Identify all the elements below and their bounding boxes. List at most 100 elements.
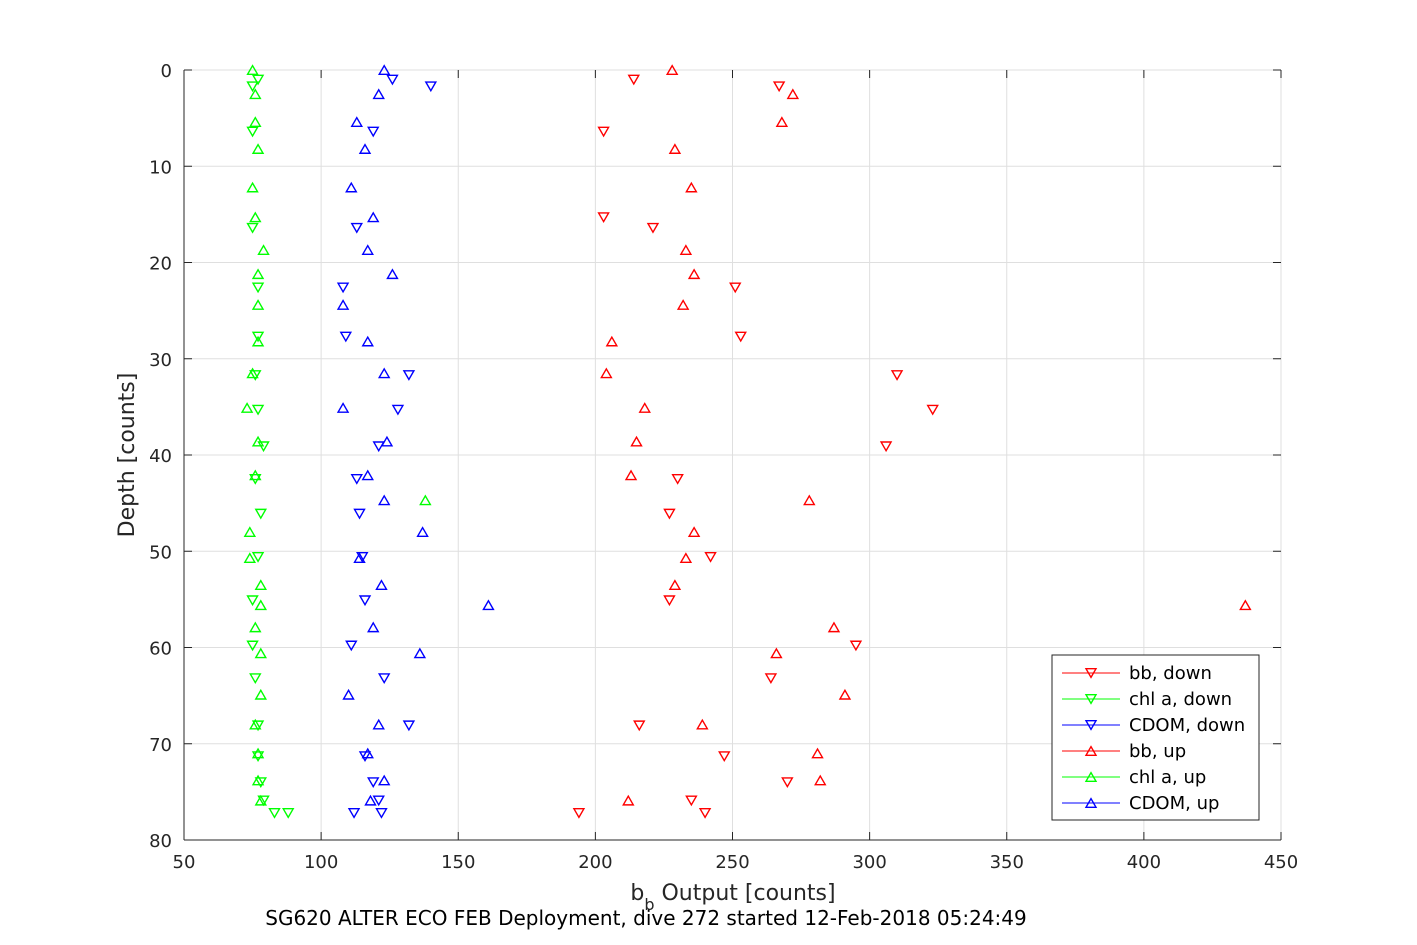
data-point: [339, 331, 353, 343]
legend-label: CDOM, down: [1129, 715, 1245, 736]
data-point: [246, 126, 259, 138]
x-axis-label-rest: Output [counts]: [655, 881, 836, 906]
data-point: [597, 212, 610, 223]
x-tick-label: 400: [1127, 852, 1161, 873]
data-point: [646, 222, 660, 234]
data-point: [687, 268, 701, 280]
data-point: [704, 551, 717, 563]
data-point: [254, 794, 268, 806]
data-point: [377, 673, 391, 685]
data-point: [356, 551, 369, 563]
data-point: [770, 647, 783, 659]
data-point: [671, 474, 684, 485]
data-point: [249, 469, 262, 481]
x-tick-label: 150: [441, 852, 475, 873]
data-point: [268, 808, 281, 819]
data-point: [687, 526, 701, 538]
y-tick-label: 0: [161, 61, 172, 82]
legend-marker: [1084, 797, 1098, 809]
data-point: [367, 777, 380, 788]
y-tick-label: 50: [149, 542, 172, 563]
data-point: [803, 494, 816, 506]
data-point: [624, 469, 638, 481]
data-point: [251, 335, 265, 347]
data-point: [781, 777, 794, 788]
data-point: [572, 808, 586, 819]
y-tick-label: 80: [149, 831, 172, 852]
data-point: [251, 551, 265, 563]
data-point: [249, 370, 262, 381]
data-point: [386, 268, 399, 280]
data-marks: [240, 64, 1252, 819]
data-point: [254, 579, 268, 590]
legend-marker: [1084, 771, 1098, 783]
y-tick-label: 10: [149, 157, 172, 178]
data-point: [633, 720, 646, 732]
y-tick-label: 60: [149, 639, 172, 660]
data-point: [254, 647, 268, 659]
data-point: [254, 688, 268, 700]
data-point: [775, 116, 789, 128]
data-point: [764, 673, 778, 685]
data-point: [679, 552, 693, 564]
data-point: [249, 88, 262, 100]
data-point: [246, 64, 259, 76]
data-point: [402, 370, 416, 381]
data-point: [336, 282, 350, 294]
data-point: [249, 718, 262, 730]
data-point: [336, 402, 350, 413]
legend-label: bb, down: [1129, 663, 1212, 684]
data-point: [350, 222, 363, 234]
data-point: [364, 794, 377, 806]
data-point: [347, 808, 361, 819]
data-point: [361, 469, 374, 481]
data-point: [482, 599, 495, 611]
data-point: [358, 751, 372, 762]
series-4: [240, 64, 432, 806]
data-point: [375, 808, 388, 819]
x-axis-label-subscript: b: [644, 895, 654, 914]
data-point: [353, 508, 366, 520]
legend: bb, down chl a, down CDOM, down bb, up chl a…: [1051, 654, 1260, 821]
data-point: [246, 81, 259, 93]
legend-marker: [1084, 719, 1098, 731]
data-point: [734, 331, 747, 343]
data-point: [605, 335, 619, 347]
data-point: [372, 718, 385, 730]
legend-label: chl a, up: [1129, 767, 1206, 788]
data-point: [676, 299, 690, 310]
data-point: [827, 621, 841, 633]
data-point: [668, 143, 682, 154]
data-point: [358, 143, 372, 154]
data-point: [668, 579, 682, 590]
data-point: [413, 647, 427, 659]
data-point: [698, 808, 712, 819]
data-point: [849, 640, 863, 652]
data-point: [679, 244, 693, 256]
data-point: [251, 751, 265, 762]
data-point: [350, 474, 363, 485]
legend-label: bb, up: [1129, 741, 1186, 762]
data-point: [391, 404, 405, 416]
y-tick-labels: 0 10 20 30 40 50 60 70 80: [149, 61, 172, 852]
data-point: [251, 74, 265, 86]
data-point: [377, 774, 391, 786]
legend-marker: [1084, 667, 1098, 679]
data-point: [342, 688, 355, 700]
data-point: [665, 64, 679, 76]
data-point: [361, 244, 374, 256]
data-point: [254, 508, 268, 520]
data-point: [251, 282, 265, 294]
y-tick-label: 70: [149, 735, 172, 756]
data-point: [249, 116, 262, 128]
x-tick-label: 50: [173, 852, 196, 873]
data-point: [350, 116, 363, 128]
x-tick-label: 100: [304, 852, 338, 873]
data-point: [251, 404, 265, 416]
x-tick-labels: 50 100 150 200 250 300 350 400 450: [173, 852, 1299, 873]
data-point: [367, 621, 380, 633]
data-point: [246, 640, 259, 652]
data-point: [361, 747, 374, 759]
x-tick-label: 300: [852, 852, 886, 873]
